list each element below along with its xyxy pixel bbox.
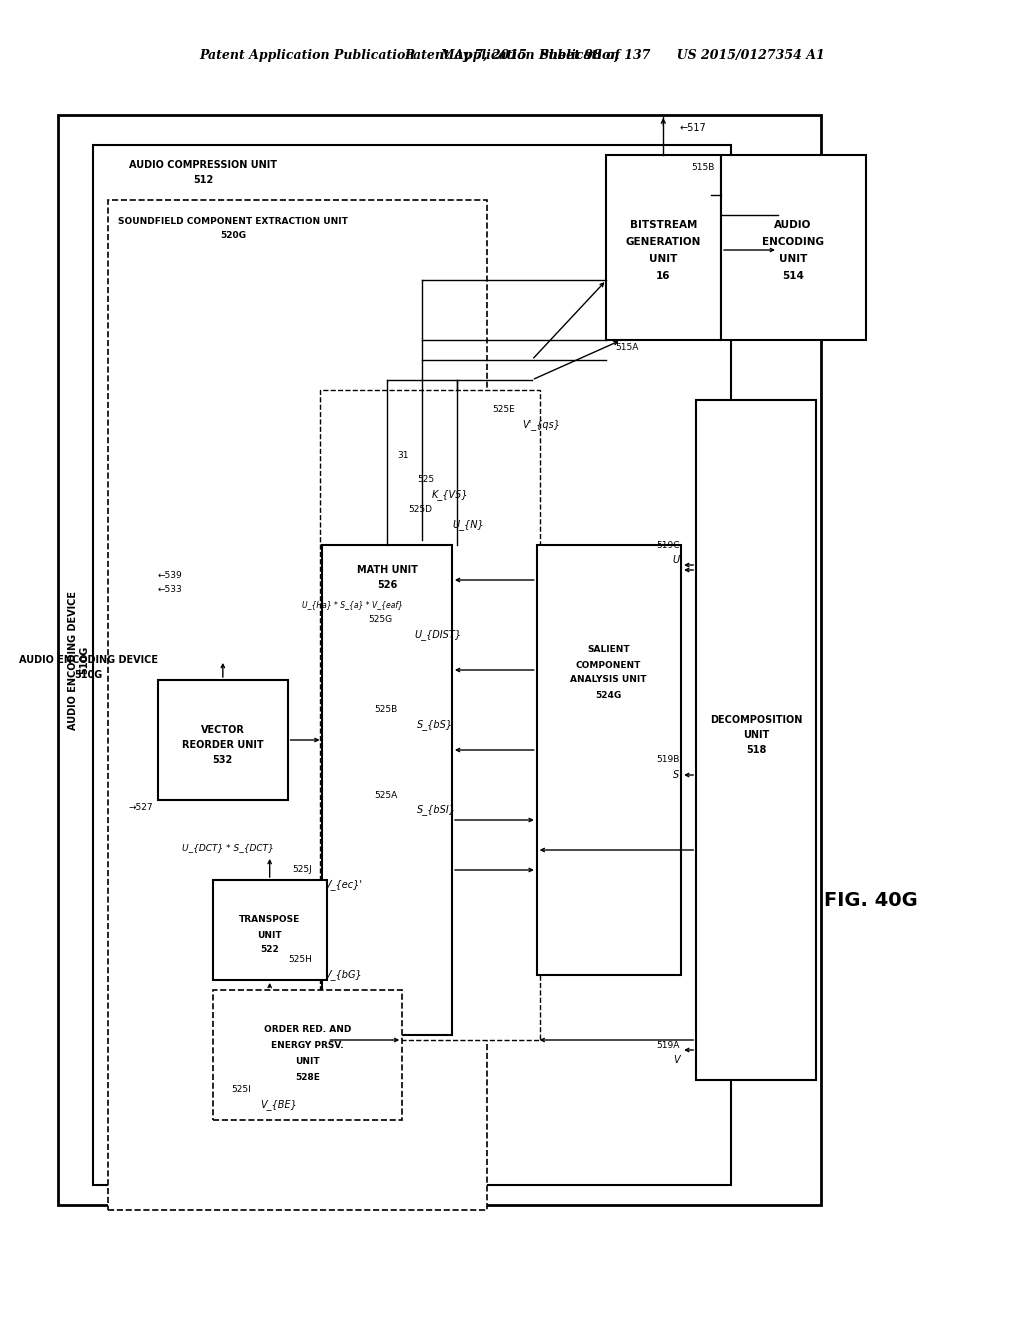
Text: ENCODING: ENCODING: [761, 238, 823, 247]
Text: VECTOR: VECTOR: [201, 725, 245, 735]
Text: Patent Application Publication: Patent Application Publication: [404, 49, 619, 62]
Bar: [720, 154, 865, 341]
Text: UNIT: UNIT: [777, 253, 806, 264]
Text: Patent Application Publication      May 7, 2015   Sheet 98 of 137      US 2015/0: Patent Application Publication May 7, 20…: [199, 49, 824, 62]
Text: 525J: 525J: [292, 866, 312, 874]
Text: 526: 526: [377, 579, 397, 590]
Text: 515A: 515A: [614, 343, 638, 352]
Text: SALIENT: SALIENT: [587, 645, 629, 655]
Text: 525H: 525H: [288, 956, 312, 965]
Text: FIG. 40G: FIG. 40G: [823, 891, 916, 909]
Text: 525E: 525E: [491, 405, 515, 414]
Text: UNIT: UNIT: [648, 253, 677, 264]
Bar: [213, 990, 401, 1119]
Text: REORDER UNIT: REORDER UNIT: [181, 741, 263, 750]
Text: 525B: 525B: [374, 705, 396, 714]
Text: 519C: 519C: [655, 540, 679, 549]
Text: 528E: 528E: [294, 1073, 320, 1082]
Text: 522: 522: [260, 945, 279, 954]
Text: U_{DIST}: U_{DIST}: [414, 630, 461, 640]
Text: S: S: [673, 770, 679, 780]
Text: ←533: ←533: [158, 586, 182, 594]
Bar: [93, 145, 731, 1185]
Text: 525G: 525G: [368, 615, 392, 624]
Text: ←539: ←539: [158, 570, 182, 579]
Text: AUDIO ENCODING DEVICE
510G: AUDIO ENCODING DEVICE 510G: [67, 590, 89, 730]
Text: MATH UNIT: MATH UNIT: [357, 565, 418, 576]
Bar: [606, 154, 720, 341]
Text: V: V: [673, 1055, 679, 1065]
Text: UNIT: UNIT: [742, 730, 768, 741]
Text: V_{ec}': V_{ec}': [324, 879, 362, 891]
Text: ORDER RED. AND: ORDER RED. AND: [264, 1026, 351, 1035]
Bar: [536, 545, 681, 975]
Text: SOUNDFIELD COMPONENT EXTRACTION UNIT: SOUNDFIELD COMPONENT EXTRACTION UNIT: [118, 218, 347, 227]
Text: V_{BE}: V_{BE}: [261, 1100, 298, 1110]
Text: V'_{qs}: V'_{qs}: [522, 420, 560, 430]
Bar: [213, 880, 327, 979]
Text: GENERATION: GENERATION: [625, 238, 700, 247]
Text: 510G: 510G: [74, 671, 102, 680]
Text: ←517: ←517: [679, 123, 705, 133]
Text: 525: 525: [417, 475, 434, 484]
Bar: [158, 680, 287, 800]
Text: 520G: 520G: [219, 231, 246, 240]
Text: 515B: 515B: [691, 164, 714, 173]
Text: U_{Ha} * S_{a} * V_{eaf}: U_{Ha} * S_{a} * V_{eaf}: [302, 601, 403, 610]
Text: 525D: 525D: [408, 506, 432, 515]
Text: DECOMPOSITION: DECOMPOSITION: [709, 715, 801, 725]
Text: 514: 514: [782, 271, 803, 281]
Text: 512: 512: [193, 176, 213, 185]
Text: 518: 518: [745, 744, 765, 755]
Text: U_{DCT} * S_{DCT}: U_{DCT} * S_{DCT}: [181, 843, 273, 853]
Text: V_{bG}: V_{bG}: [324, 970, 362, 981]
Text: 31: 31: [396, 450, 409, 459]
Text: UNIT: UNIT: [294, 1057, 320, 1067]
Text: TRANSPOSE: TRANSPOSE: [238, 916, 300, 924]
Text: 532: 532: [213, 755, 232, 766]
Text: AUDIO COMPRESSION UNIT: AUDIO COMPRESSION UNIT: [128, 160, 276, 170]
Text: 524G: 524G: [595, 690, 621, 700]
Text: 16: 16: [655, 271, 669, 281]
Text: K_{V5}: K_{V5}: [432, 490, 469, 500]
Bar: [322, 545, 451, 1035]
Text: COMPONENT: COMPONENT: [575, 660, 641, 669]
Text: ENERGY PRSV.: ENERGY PRSV.: [271, 1041, 343, 1051]
Bar: [58, 115, 820, 1205]
Text: 519A: 519A: [655, 1040, 679, 1049]
Bar: [696, 400, 815, 1080]
Text: BITSTREAM: BITSTREAM: [629, 220, 696, 230]
Bar: [108, 201, 486, 1210]
Text: 525I: 525I: [230, 1085, 251, 1094]
Text: U: U: [672, 554, 679, 565]
Bar: [320, 389, 539, 1040]
Text: ANALYSIS UNIT: ANALYSIS UNIT: [570, 676, 646, 685]
Text: S_{bSI}: S_{bSI}: [417, 805, 455, 816]
Text: →527: →527: [128, 804, 153, 813]
Text: S_{bS}: S_{bS}: [417, 719, 452, 730]
Text: 525A: 525A: [374, 791, 396, 800]
Text: AUDIO: AUDIO: [773, 220, 811, 230]
Text: U_{N}: U_{N}: [451, 520, 483, 531]
Text: 519B: 519B: [655, 755, 679, 764]
Text: AUDIO ENCODING DEVICE: AUDIO ENCODING DEVICE: [18, 655, 158, 665]
Text: UNIT: UNIT: [257, 931, 281, 940]
